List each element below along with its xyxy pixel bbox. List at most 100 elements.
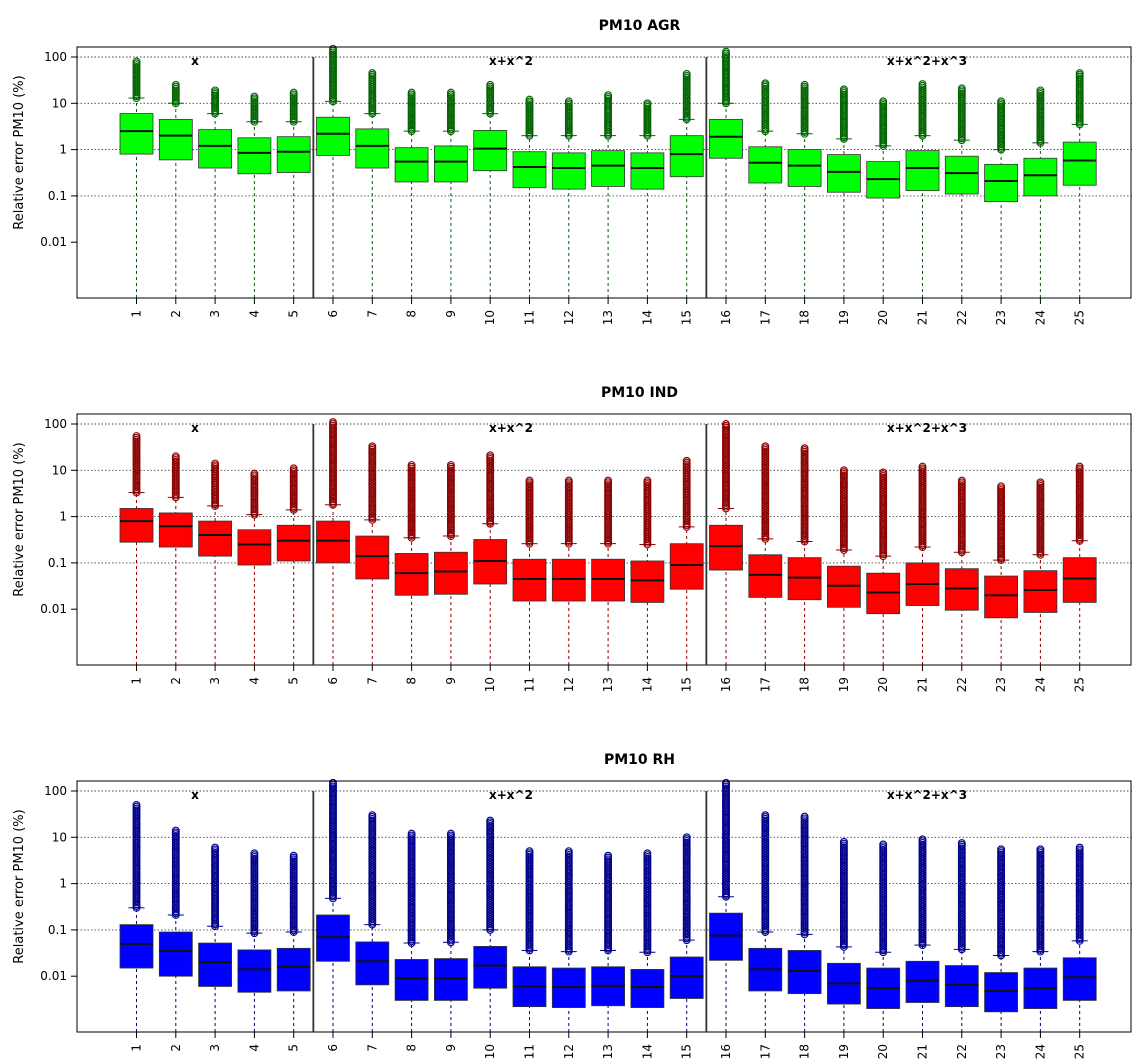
outlier-point [329,778,337,787]
outlier-point [761,442,770,451]
outlier-points [957,839,966,954]
group-label: x+x^2+x^3 [887,421,967,435]
box-16 [709,47,743,298]
outlier-points [800,812,809,939]
box-11 [512,847,547,1032]
outlier-points [446,829,455,947]
x-tick-label: 24 [1033,310,1047,325]
box-rect [276,524,311,562]
box-rect [787,149,822,187]
outlier-points [486,80,495,118]
outlier-point [1075,462,1084,471]
outlier-point [446,829,455,838]
x-tick-label: 14 [640,677,654,692]
outlier-points [643,476,652,549]
box-rect [1023,157,1058,197]
group-label: x+x^2 [489,788,533,802]
box-rect [316,520,350,564]
box-rect [158,931,193,977]
box-rect [473,129,508,172]
box-15 [669,456,704,665]
x-tick-label: 9 [444,310,458,318]
outlier-point [132,432,141,440]
outlier-points [564,97,573,140]
x-tick-label: 22 [955,677,969,692]
outlier-point [525,847,534,856]
plot-frame [76,780,1132,1033]
outlier-points [171,80,180,108]
x-tick-label: 1 [130,1044,144,1052]
box-21 [905,462,940,665]
x-tick-label: 5 [287,1044,301,1052]
box-19 [827,85,861,298]
outlier-point [957,84,966,93]
box-5 [276,851,311,1032]
y-axis-label: Relative error PM10 (%) [12,809,27,963]
outlier-point [997,97,1006,106]
outlier-point [446,461,455,469]
x-tick-label: 8 [405,677,419,685]
outlier-points [879,468,888,561]
x-tick-label: 4 [247,310,261,318]
box-rect [984,972,1018,1013]
box-3 [198,459,233,665]
x-tick-label: 24 [1033,677,1047,692]
x-tick-label: 18 [798,677,812,692]
x-tick-label: 16 [719,310,733,325]
x-tick-label: 15 [680,677,694,692]
box-20 [866,468,901,665]
box-rect [316,116,350,156]
x-tick-label: 20 [876,310,890,325]
box-18 [787,444,822,665]
outlier-point [250,92,259,101]
x-tick-label: 13 [601,677,615,692]
box-7 [355,69,390,298]
box-8 [394,88,429,298]
outlier-points [486,451,495,528]
plot-frame [76,46,1132,299]
box-1 [119,432,154,665]
x-tick-label: 18 [798,1044,812,1059]
y-tick-label: 0.01 [40,602,67,616]
outlier-points [525,95,534,140]
box-rect [237,529,272,566]
box-5 [276,464,311,665]
outlier-points [1075,69,1084,129]
box-11 [512,476,547,665]
box-rect [473,946,508,989]
box-11 [512,95,547,298]
outlier-point [997,482,1006,491]
x-tick-label: 3 [208,1044,222,1052]
box-6 [316,778,350,1032]
y-tick-label: 10 [52,830,67,844]
outlier-point [682,833,691,842]
box-13 [591,851,625,1032]
x-tick-label: 17 [758,677,772,692]
outlier-points [800,444,809,546]
x-tick-label: 12 [562,310,576,325]
x-tick-label: 11 [523,310,537,325]
x-tick-label: 7 [365,677,379,685]
x-tick-label: 9 [444,677,458,685]
outlier-point [918,835,927,844]
x-tick-label: 12 [562,677,576,692]
panel-title: PM10 RH [604,752,675,768]
outlier-points [761,79,770,136]
outlier-point [250,469,259,478]
outlier-point [564,97,573,106]
outlier-point [171,826,180,835]
box-24 [1023,845,1058,1032]
outlier-point [211,843,220,852]
box-rect [630,969,665,1008]
x-tick-label: 11 [523,1044,537,1059]
y-axis-label: Relative error PM10 (%) [12,75,27,229]
chart-panel-1: PM10 AGR Relative error PM10 (%) 100 10 1 0.1… [12,18,1132,325]
box-rect [433,958,468,1001]
chart-panel-2: PM10 IND Relative error PM10 (%) 100 10 1 0.1… [12,385,1132,692]
outlier-points [289,88,298,126]
box-9 [433,829,468,1032]
y-tick-label: 0.1 [48,556,67,570]
box-4 [237,92,272,298]
box-rect [1062,141,1097,186]
outlier-points [132,57,141,102]
